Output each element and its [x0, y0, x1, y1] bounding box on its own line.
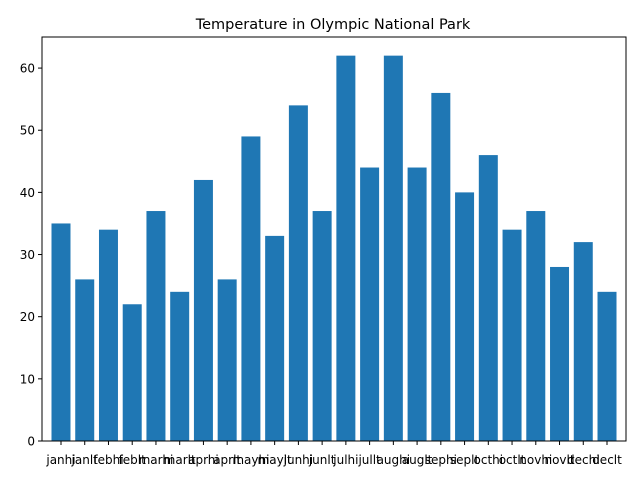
- plot-frame: [41, 36, 627, 442]
- x-tick-label: junlt: [308, 453, 336, 467]
- x-tick-label: janlt: [71, 453, 99, 467]
- y-axis: 0 10 20 30 40 50 60: [20, 62, 42, 449]
- bar-marhi: [146, 211, 166, 441]
- x-tick-label: julhi: [332, 453, 358, 467]
- bar-seplt: [455, 192, 475, 441]
- bar-marlt: [170, 291, 190, 441]
- bar-novlt: [550, 266, 570, 441]
- bar-jullt: [360, 167, 380, 441]
- bars-group: [51, 55, 617, 442]
- bar-octhi: [478, 155, 498, 442]
- y-tick-label: 30: [20, 248, 35, 262]
- x-tick-label: maylt: [258, 453, 292, 467]
- y-tick-label: 60: [20, 62, 35, 76]
- bar-janhi: [51, 223, 71, 441]
- bar-declt: [597, 291, 617, 441]
- x-tick-label: aughi: [377, 453, 411, 467]
- y-tick-label: 0: [27, 435, 35, 449]
- x-tick-label: junhi: [283, 453, 313, 467]
- chart-title: Temperature in Olympic National Park: [195, 17, 471, 33]
- x-tick-label: jullt: [357, 453, 381, 467]
- x-tick-label: janhi: [45, 453, 75, 467]
- x-tick-label: novhi: [519, 453, 552, 467]
- bar-octlt: [502, 229, 522, 441]
- y-tick-label: 20: [20, 310, 35, 324]
- x-tick-label: mayhi: [232, 453, 269, 467]
- y-tick-label: 10: [20, 372, 35, 386]
- bar-febhi: [98, 229, 118, 441]
- y-tick-label: 40: [20, 186, 35, 200]
- bar-novhi: [526, 211, 546, 441]
- x-tick-label: aprlt: [213, 453, 241, 467]
- x-tick-label: octlt: [499, 453, 526, 467]
- x-tick-label: febhi: [93, 453, 123, 467]
- bar-feblt: [122, 304, 142, 441]
- x-tick-label: declt: [592, 453, 622, 467]
- x-tick-label: marhi: [139, 453, 174, 467]
- bar-sephi: [431, 92, 451, 441]
- x-tick-label: sephi: [425, 453, 457, 467]
- bar-janlt: [75, 279, 95, 441]
- y-tick-label: 50: [20, 124, 35, 138]
- x-tick-label: octhi: [474, 453, 504, 467]
- bar-aughi: [383, 55, 403, 442]
- x-tick-label: dechi: [567, 453, 600, 467]
- x-tick-label: seplt: [450, 453, 480, 467]
- bar-maylt: [265, 235, 285, 441]
- bar-julhi: [336, 55, 356, 442]
- x-tick-label: novlt: [544, 453, 574, 467]
- bar-aprhi: [193, 179, 213, 441]
- x-tick-label: auglt: [402, 453, 433, 467]
- x-axis: janhijanltfebhifebltmarhimarltaprhiaprlt…: [45, 441, 622, 467]
- bar-dechi: [573, 242, 593, 441]
- x-tick-label: feblt: [119, 453, 147, 467]
- x-tick-label: marlt: [164, 453, 196, 467]
- bar-junlt: [312, 211, 332, 441]
- bar-aprlt: [217, 279, 237, 441]
- bar-junhi: [288, 105, 308, 441]
- bar-auglt: [407, 167, 427, 441]
- x-tick-label: aprhi: [188, 453, 219, 467]
- bar-mayhi: [241, 136, 261, 441]
